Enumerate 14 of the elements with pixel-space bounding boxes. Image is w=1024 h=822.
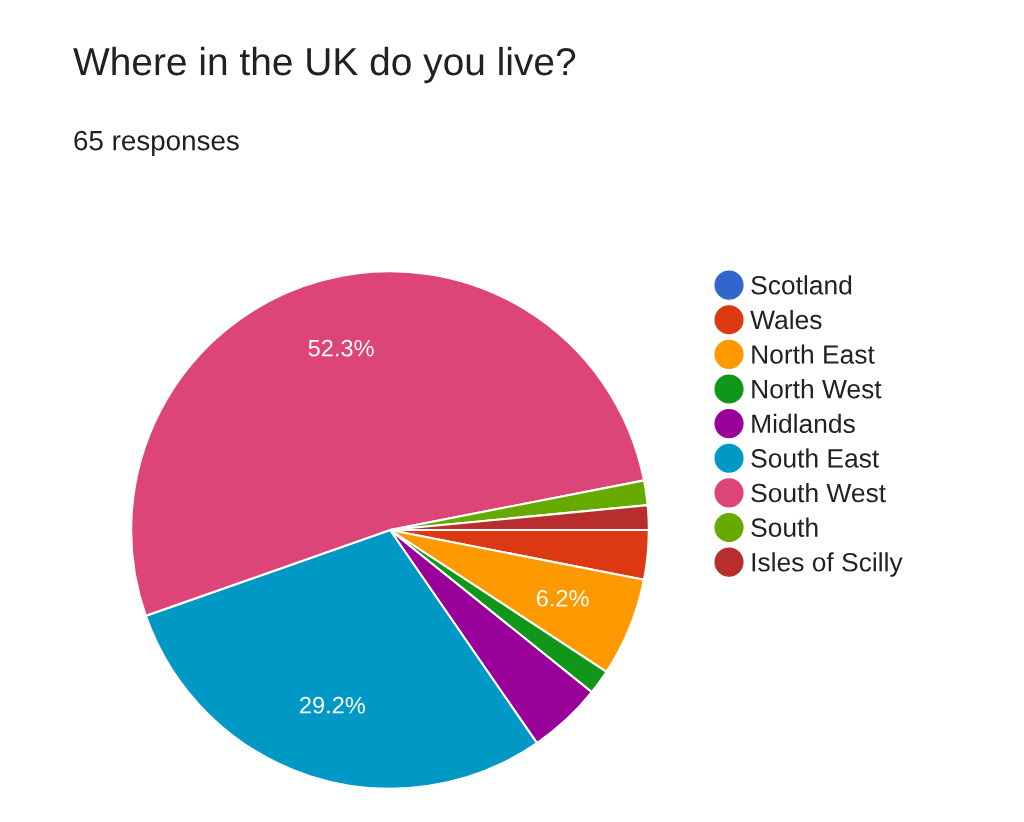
legend-label: Midlands	[752, 413, 855, 434]
legend-label: North East	[752, 344, 875, 364]
legend-label: South East	[751, 448, 880, 468]
data-label: 29.2%	[300, 696, 365, 714]
legend-label: Isles of Scilly	[752, 552, 903, 577]
legend-label: South West	[751, 482, 886, 503]
legend-label: Wales	[750, 309, 822, 330]
legend-label: North West	[752, 379, 882, 399]
chart-title: Where in the UK do you live?	[73, 46, 576, 84]
legend-label: South	[751, 517, 818, 537]
chart-subtitle: 65 responses	[74, 130, 239, 156]
legend-label: Scotland	[751, 275, 852, 295]
data-label: 6.2%	[536, 589, 589, 607]
data-label: 52.3%	[308, 339, 374, 357]
